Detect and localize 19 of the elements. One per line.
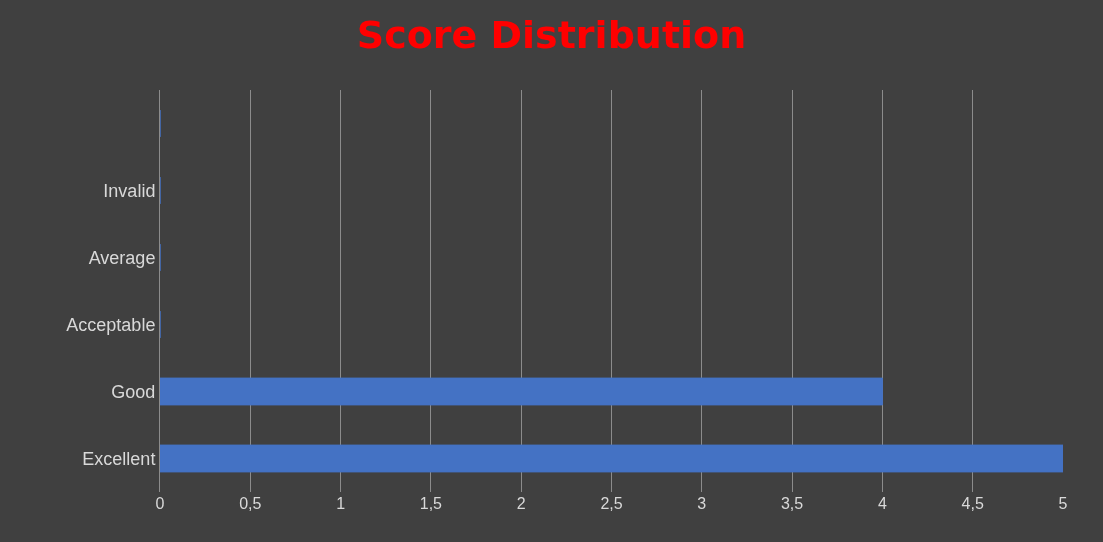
y-tick-label: Good xyxy=(111,381,156,402)
bar xyxy=(160,377,883,406)
y-tick-label: Acceptable xyxy=(66,314,156,335)
x-tick-label: 0 xyxy=(155,495,165,512)
x-tick-label: 1,5 xyxy=(419,495,443,512)
x-tick-label: 2 xyxy=(516,495,526,512)
x-tick-label: 5 xyxy=(1058,495,1068,512)
x-tick-label: 0,5 xyxy=(239,495,262,512)
x-tick-label: 3 xyxy=(697,495,707,512)
x-tick-label: 2,5 xyxy=(600,495,623,512)
x-tick-label: 4,5 xyxy=(961,495,984,512)
x-tick-label: 1 xyxy=(336,495,346,512)
bar xyxy=(160,444,1063,473)
y-tick-label: Average xyxy=(88,247,156,268)
y-tick-label: Excellent xyxy=(82,448,156,469)
x-tick-label: 3,5 xyxy=(780,495,804,512)
x-tick-label: 4 xyxy=(877,495,887,512)
y-tick-label: Invalid xyxy=(103,180,156,201)
chart-title: Score Distribution xyxy=(356,13,747,58)
